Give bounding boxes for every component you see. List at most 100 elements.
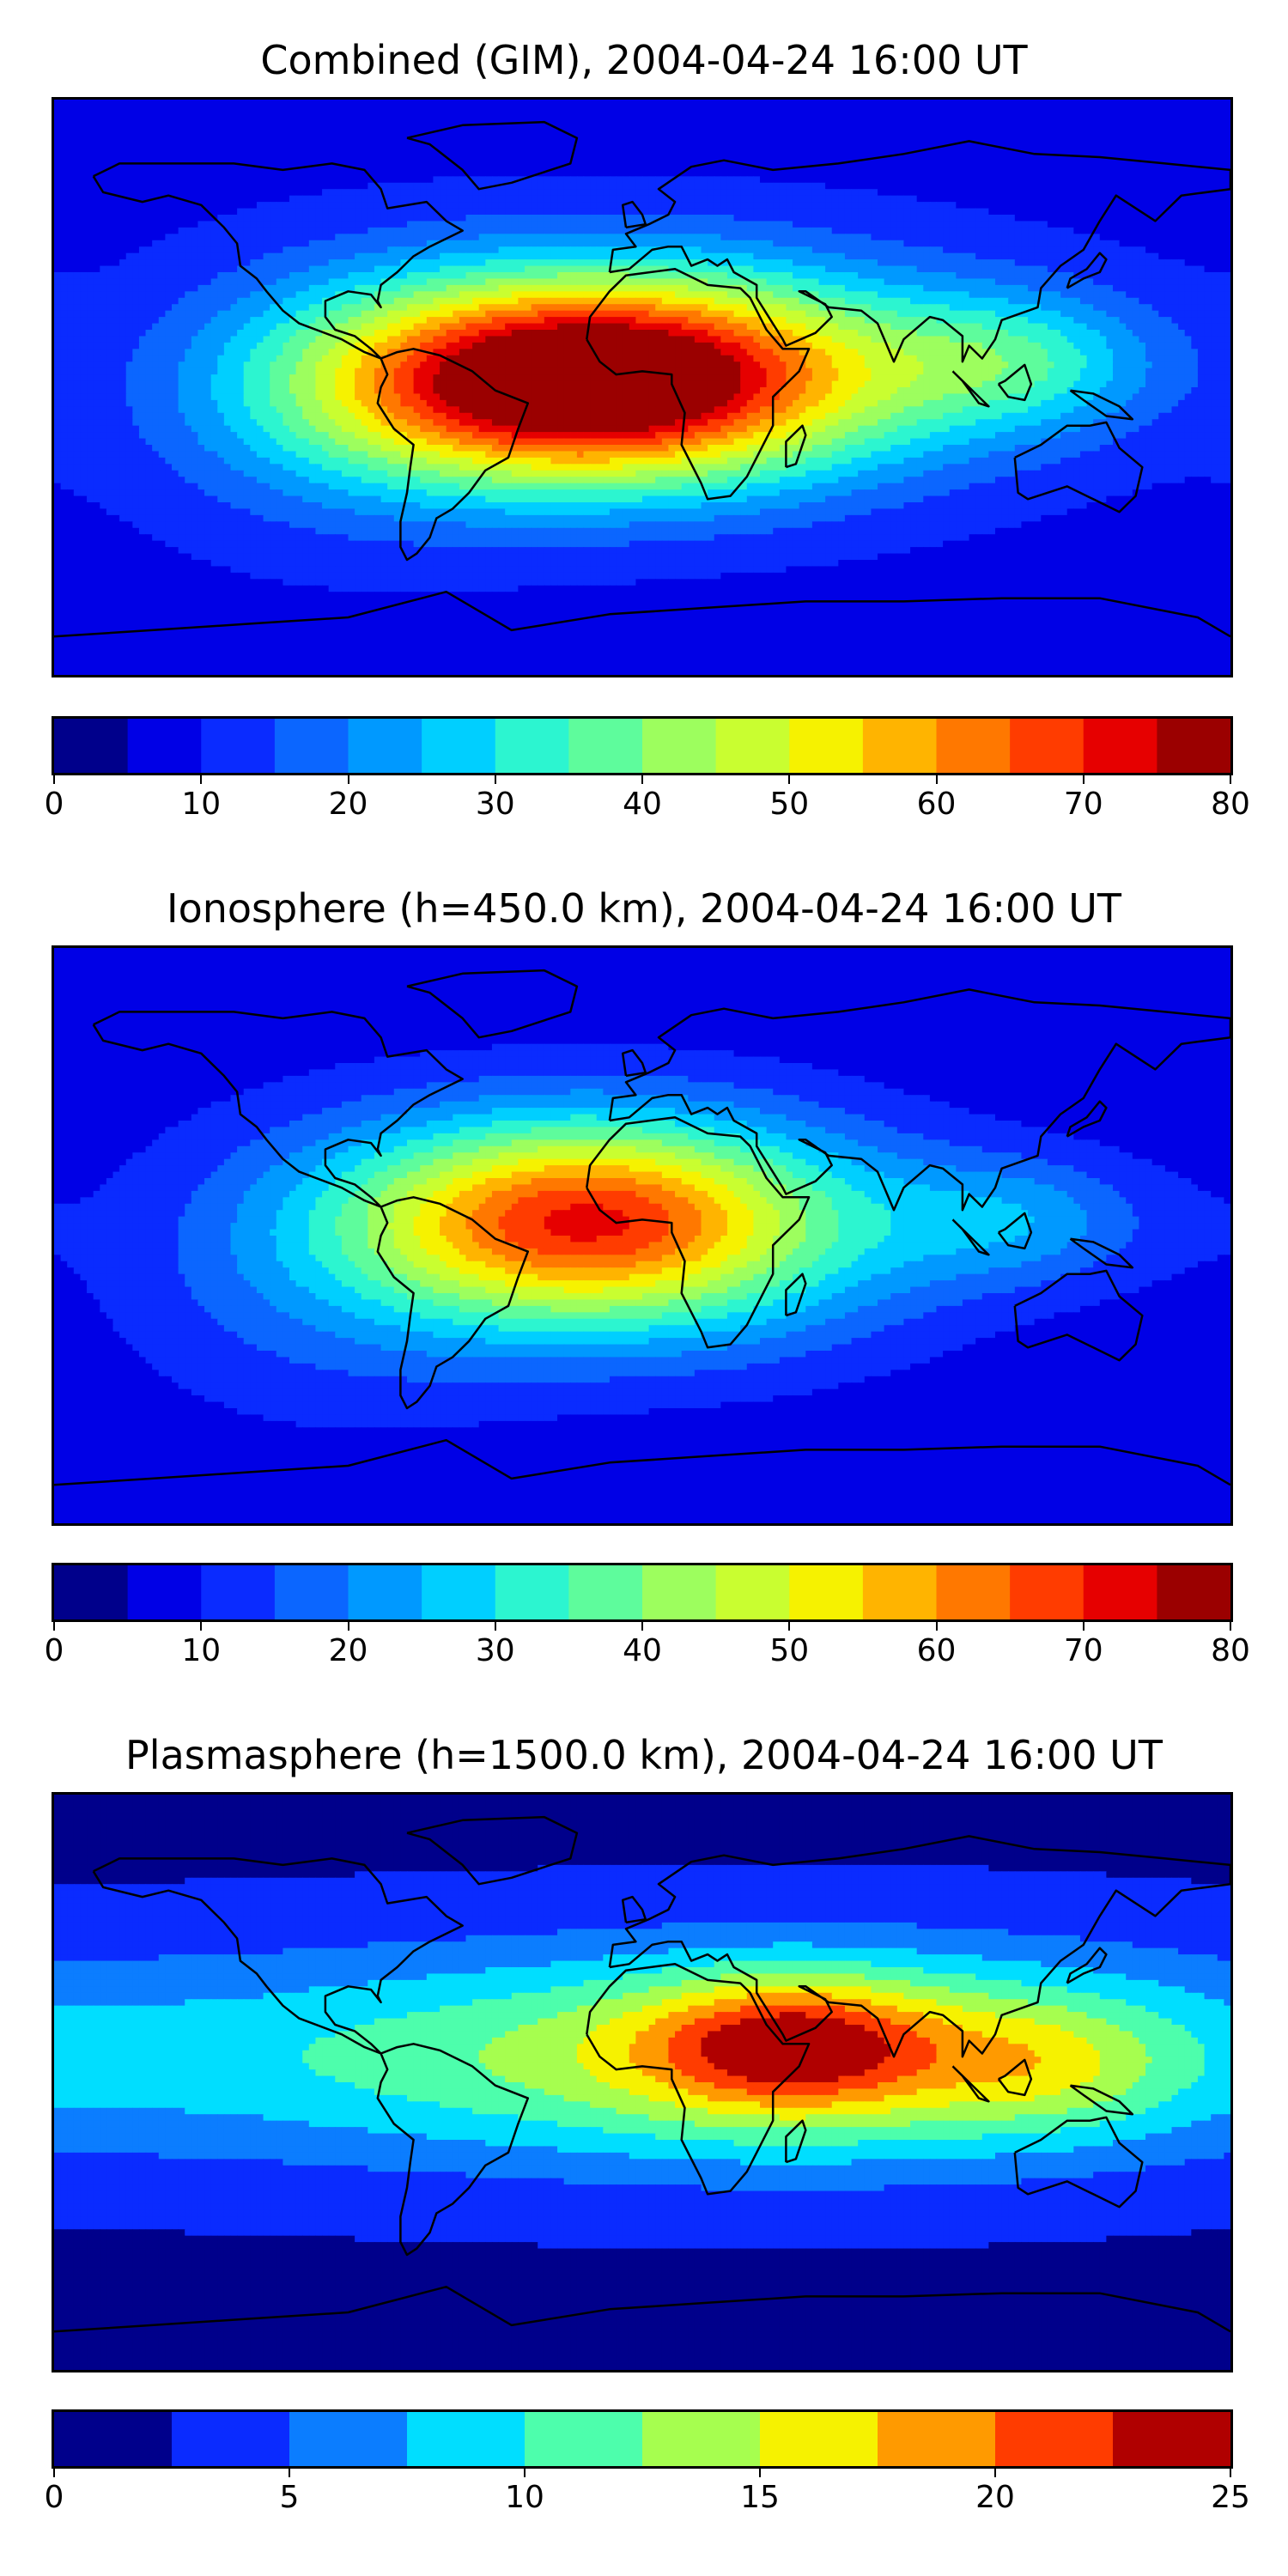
- coastline-1: [406, 969, 579, 1039]
- colorbar-tick-mark: [935, 1622, 938, 1631]
- colorbar-level-4: [348, 719, 422, 773]
- colorbar-tick-mark: [494, 775, 496, 784]
- coastline-8: [785, 1273, 807, 1317]
- colorbar-tick-label: 0: [45, 1634, 64, 1668]
- coastline-7: [621, 1895, 647, 1924]
- coastline-2: [376, 348, 530, 562]
- coastline-0: [92, 1011, 464, 1208]
- coastline-6: [54, 590, 1230, 638]
- colorbar-tick-mark: [935, 775, 938, 784]
- coastline-12: [1069, 1237, 1134, 1269]
- colorbar-tick-label: 80: [1211, 1634, 1250, 1668]
- coastline-5: [1013, 1269, 1144, 1362]
- colorbar-level-10: [789, 719, 864, 773]
- colorbar-tick-label: 80: [1211, 787, 1250, 822]
- colorbar-level-9: [715, 719, 790, 773]
- colorbar-tick-label: 20: [329, 1634, 368, 1668]
- colorbar-level-2: [201, 719, 276, 773]
- colorbar-tick-label: 30: [476, 787, 515, 822]
- colorbar-tick-label: 20: [975, 2481, 1015, 2515]
- colorbar-level-1: [172, 2412, 290, 2466]
- colorbar-tick-label: 60: [917, 787, 957, 822]
- coastline-5: [1013, 421, 1144, 513]
- colorbar-level-5: [422, 1565, 496, 1619]
- panel-title-ionosphere: Ionosphere (h=450.0 km), 2004-04-24 16:0…: [0, 884, 1288, 933]
- colorbar-level-12: [936, 719, 1011, 773]
- colorbar-tick-label: 70: [1064, 787, 1103, 822]
- coastline-4: [608, 988, 1230, 1212]
- map-plot-plasmasphere: [54, 1795, 1230, 2370]
- coastline-5: [1013, 2116, 1144, 2208]
- colorbar-tick-label: 10: [181, 787, 221, 822]
- colorbar-tick-mark: [1082, 1622, 1084, 1631]
- coastline-8: [785, 2119, 807, 2164]
- colorbar-tick-label: 15: [740, 2481, 780, 2515]
- colorbar-level-12: [936, 1565, 1011, 1619]
- colorbar-level-7: [878, 2412, 996, 2466]
- colorbar-level-0: [54, 719, 129, 773]
- colorbar-tick-label: 70: [1064, 1634, 1103, 1668]
- colorbar-tick-label: 30: [476, 1634, 515, 1668]
- coastline-12: [1069, 2084, 1134, 2116]
- panel-title-plasmasphere: Plasmasphere (h=1500.0 km), 2004-04-24 1…: [0, 1731, 1288, 1779]
- colorbar-level-5: [422, 719, 496, 773]
- map-plasmasphere: [52, 1792, 1233, 2372]
- colorbar-level-14: [1083, 719, 1157, 773]
- coastline-4: [608, 1835, 1230, 2058]
- colorbar-tick-mark: [1082, 775, 1084, 784]
- coastline-9: [1066, 252, 1108, 289]
- coastline-11: [951, 2065, 990, 2103]
- coastline-3: [586, 268, 811, 501]
- map-plot-ionosphere: [54, 948, 1230, 1523]
- colorbar-gradient-plasmasphere: [54, 2412, 1230, 2466]
- colorbar-tick-label: 25: [1211, 2481, 1250, 2515]
- map-combined: [52, 97, 1233, 677]
- coastline-3: [586, 1963, 811, 2196]
- coastline-11: [951, 1218, 990, 1256]
- colorbar-level-0: [54, 2412, 173, 2466]
- coastline-7: [621, 200, 647, 229]
- coastline-9: [1066, 1100, 1108, 1138]
- colorbar-level-11: [862, 1565, 938, 1619]
- coastline-10: [997, 2058, 1033, 2097]
- coastline-2: [376, 1196, 530, 1410]
- colorbar-tick-mark: [200, 775, 203, 784]
- colorbar-tick-mark: [1230, 2469, 1231, 2477]
- coastline-1: [406, 120, 579, 191]
- colorbar-tick-label: 0: [45, 787, 64, 822]
- colorbar-level-0: [54, 1565, 129, 1619]
- colorbar-level-1: [127, 719, 202, 773]
- colorbar-tick-label: 50: [769, 787, 809, 822]
- colorbar-level-8: [642, 1565, 717, 1619]
- colorbar-tick-label: 40: [623, 1634, 662, 1668]
- coastline-6: [54, 2285, 1230, 2333]
- colorbar-tick-mark: [1230, 775, 1231, 784]
- colorbar-level-7: [568, 1565, 643, 1619]
- colorbar-tick-label: 50: [769, 1634, 809, 1668]
- coastline-0: [92, 162, 464, 360]
- colorbar-level-6: [495, 719, 569, 773]
- colorbar-level-9: [715, 1565, 790, 1619]
- colorbar-level-11: [862, 719, 938, 773]
- colorbar-tick-label: 10: [181, 1634, 221, 1668]
- colorbar-tick-mark: [788, 775, 791, 784]
- colorbar-plasmasphere: [52, 2409, 1233, 2469]
- colorbar-tick-label: 40: [623, 787, 662, 822]
- panel-title-combined: Combined (GIM), 2004-04-24 16:00 UT: [0, 36, 1288, 84]
- colorbar-tick-label: 5: [280, 2481, 300, 2515]
- coastline-12: [1069, 389, 1134, 421]
- colorbar-level-13: [1010, 1565, 1084, 1619]
- colorbar-tick-mark: [53, 1622, 55, 1631]
- colorbar-tick-label: 0: [45, 2481, 64, 2515]
- colorbar-tick-mark: [347, 1622, 349, 1631]
- colorbar-tick-mark: [494, 1622, 496, 1631]
- colorbar-level-8: [995, 2412, 1114, 2466]
- coastline-11: [951, 370, 990, 408]
- colorbar-tick-mark: [759, 2469, 761, 2477]
- colorbar-level-13: [1010, 719, 1084, 773]
- map-ionosphere: [52, 945, 1233, 1526]
- coastline-4: [608, 140, 1230, 363]
- colorbar-level-6: [760, 2412, 878, 2466]
- coastline-0: [92, 1857, 464, 2055]
- colorbar-level-15: [1157, 1565, 1230, 1619]
